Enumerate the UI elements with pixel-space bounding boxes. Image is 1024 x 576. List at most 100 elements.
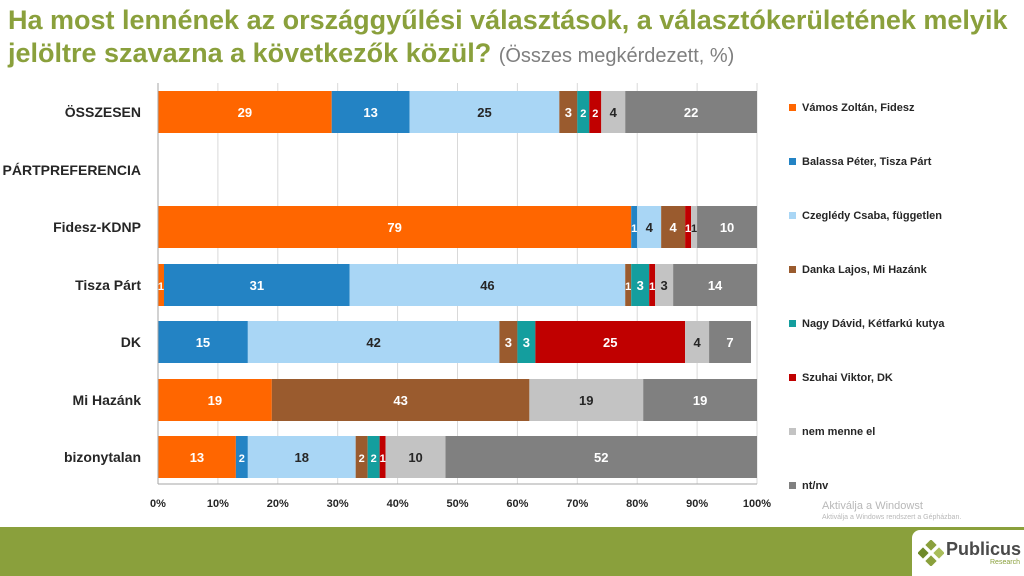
bar-segment	[379, 436, 386, 478]
category-label: Tisza Párt	[75, 277, 141, 293]
category-label: ÖSSZESEN	[65, 104, 141, 120]
bar-segment	[685, 206, 692, 248]
data-label: 25	[477, 105, 491, 120]
watermark-line1: Aktiválja a Windowst	[822, 500, 923, 512]
data-label: 3	[565, 105, 572, 120]
bar-segment	[709, 321, 752, 363]
x-tick-label: 20%	[267, 498, 289, 510]
data-label: 3	[661, 278, 668, 293]
bar-segment	[529, 379, 644, 421]
data-label: 4	[610, 105, 618, 120]
bar-segment	[577, 91, 590, 133]
x-tick-label: 30%	[327, 498, 349, 510]
bar-segment	[247, 436, 356, 478]
x-tick-label: 10%	[207, 498, 229, 510]
legend-label: Danka Lajos, Mi Hazánk	[802, 264, 928, 276]
data-label: 1	[625, 281, 631, 293]
bar-segment	[445, 436, 757, 478]
bar-segment	[158, 436, 236, 478]
legend-label: Balassa Péter, Tisza Párt	[802, 156, 932, 168]
bar-segment	[271, 379, 530, 421]
bar-segment	[637, 206, 662, 248]
data-label: 2	[592, 108, 598, 120]
x-tick-label: 70%	[566, 498, 588, 510]
legend-label: nem menne el	[802, 426, 875, 438]
data-label: 1	[685, 223, 691, 235]
data-label: 19	[208, 393, 222, 408]
bar-segment	[559, 91, 578, 133]
logo-sub: Research	[990, 559, 1020, 566]
logo-name: Publicus	[946, 539, 1022, 559]
legend-label: Nagy Dávid, Kétfarkú kutya	[802, 318, 945, 330]
data-label: 15	[196, 335, 210, 350]
bar-segment	[158, 91, 332, 133]
footer-bar	[0, 527, 1024, 576]
legend-label: Vámos Zoltán, Fidesz	[802, 102, 915, 114]
bar-segment	[499, 321, 518, 363]
watermark-line2: Aktiválja a Windows rendszert a Gépházba…	[822, 514, 962, 521]
bar-segment	[649, 264, 656, 306]
data-label: 7	[726, 335, 733, 350]
legend-layer: Vámos Zoltán, Fidesz Balassa Péter, Tisza…	[789, 102, 945, 492]
legend-swatch	[789, 104, 796, 111]
data-label: 1	[691, 223, 697, 235]
data-label: 1	[649, 281, 655, 293]
data-label: 25	[603, 335, 617, 350]
bar-segment	[661, 206, 686, 248]
data-label: 43	[393, 393, 407, 408]
axis-layer: 0% 10% 20% 30% 40% 50% 60% 70% 80% 90% 100% ÖSSZESE…	[3, 83, 771, 510]
x-tick-label: 40%	[387, 498, 409, 510]
bar-segment	[247, 321, 500, 363]
data-label: 2	[239, 453, 245, 465]
data-label: 3	[523, 335, 530, 350]
data-label: 18	[295, 450, 309, 465]
bar-segment	[625, 91, 757, 133]
bars-layer	[158, 91, 757, 478]
legend-swatch	[789, 428, 796, 435]
data-label: 14	[708, 278, 723, 293]
bar-segment	[631, 206, 638, 248]
legend-label: nt/nv	[802, 480, 829, 492]
legend-label: Czeglédy Csaba, független	[802, 210, 942, 222]
legend-swatch	[789, 374, 796, 381]
data-label: 29	[238, 105, 252, 120]
data-label: 4	[670, 220, 678, 235]
data-label: 13	[190, 450, 204, 465]
data-label: 1	[380, 453, 386, 465]
bar-segment	[367, 436, 380, 478]
data-label: 1	[631, 223, 637, 235]
bar-segment	[643, 379, 757, 421]
x-tick-label: 80%	[626, 498, 648, 510]
x-tick-label: 0%	[150, 498, 166, 510]
bar-segment	[235, 436, 248, 478]
chart-title: Ha most lennének az országgyűlési válasz…	[8, 4, 1008, 73]
data-label: 79	[387, 220, 401, 235]
category-label: Fidesz-KDNP	[53, 219, 141, 235]
data-label: 10	[408, 450, 422, 465]
bar-segment	[697, 206, 757, 248]
data-label: 22	[684, 105, 698, 120]
bar-segment	[685, 321, 710, 363]
bar-segment	[625, 264, 632, 306]
data-label: 19	[579, 393, 593, 408]
publicus-logo: Publicus Research	[912, 530, 1024, 576]
data-label: 31	[250, 278, 264, 293]
bar-segment	[385, 436, 446, 478]
data-label: 4	[693, 335, 701, 350]
data-label: 3	[637, 278, 644, 293]
data-label: 2	[580, 108, 586, 120]
publicus-logo-icon	[918, 540, 944, 566]
data-label: 10	[720, 220, 734, 235]
x-tick-label: 90%	[686, 498, 708, 510]
title-main: Ha most lennének az országgyűlési válasz…	[8, 5, 1008, 68]
bar-segment	[158, 379, 272, 421]
category-label: Mi Hazánk	[73, 392, 142, 408]
bar-segment	[517, 321, 536, 363]
bar-segment	[631, 264, 650, 306]
windows-activation-watermark: Aktiválja a Windowst Aktiválja a Windows…	[822, 500, 961, 524]
data-label: 2	[371, 453, 377, 465]
bar-segment	[349, 264, 626, 306]
data-label: 46	[480, 278, 494, 293]
